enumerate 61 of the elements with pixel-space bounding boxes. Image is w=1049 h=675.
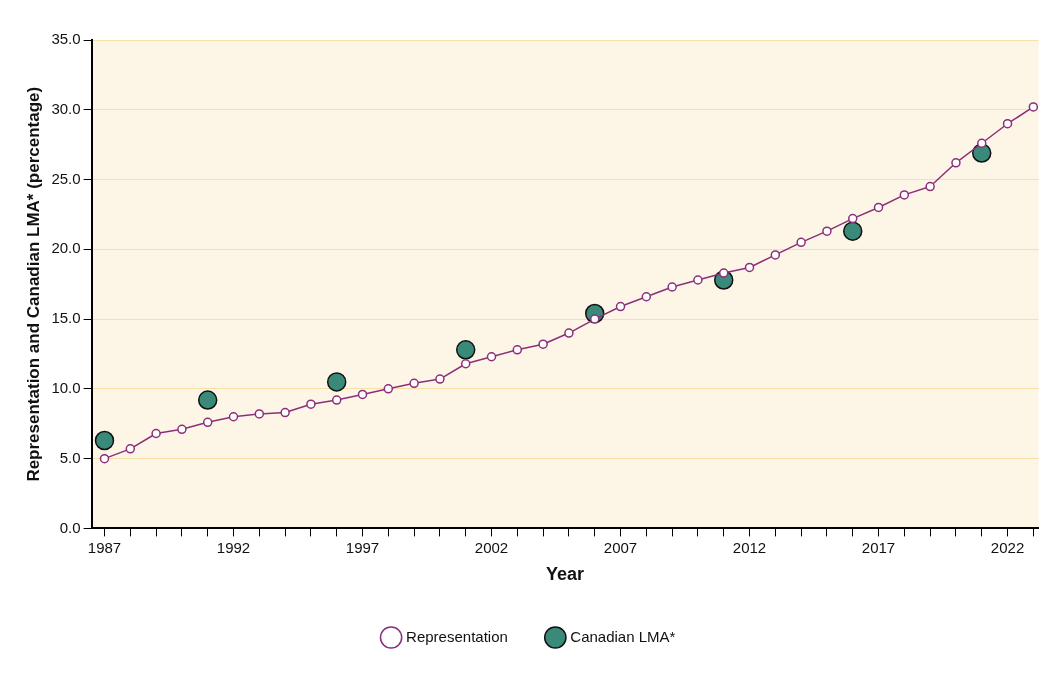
point <box>197 390 218 410</box>
point <box>177 424 187 435</box>
point <box>693 275 703 285</box>
legend-label: Canadian LMA* <box>570 627 676 645</box>
point <box>873 202 884 213</box>
point <box>455 340 476 360</box>
point <box>744 262 755 273</box>
point <box>822 226 832 236</box>
x-tick-label: 2012 <box>732 538 767 556</box>
x-tick-label: 2022 <box>990 538 1025 556</box>
y-tick-label: 0.0 <box>59 518 81 536</box>
point <box>331 395 342 405</box>
point <box>976 138 987 149</box>
point <box>435 374 445 384</box>
point <box>770 250 781 260</box>
point <box>228 412 239 422</box>
x-tick-label: 2007 <box>603 538 638 556</box>
point <box>125 444 136 454</box>
point <box>254 409 265 419</box>
point <box>99 453 110 464</box>
point <box>280 407 290 418</box>
y-tick-label: 5.0 <box>59 448 81 466</box>
point <box>460 358 471 369</box>
x-tick-label: 1992 <box>216 538 251 556</box>
legend-label: Representation <box>406 627 508 645</box>
point <box>202 417 213 428</box>
point <box>951 158 961 168</box>
point <box>326 372 347 392</box>
point <box>538 339 548 349</box>
x-tick-label: 2017 <box>861 538 896 556</box>
point <box>357 389 368 400</box>
y-tick-label: 15.0 <box>51 309 81 327</box>
point <box>1028 102 1039 112</box>
x-tick-label: 2002 <box>474 538 509 556</box>
x-tick-label: 1997 <box>345 538 380 556</box>
point <box>667 282 677 292</box>
point <box>615 301 626 312</box>
point <box>847 213 858 224</box>
point <box>1002 118 1013 129</box>
x-axis-title: Year <box>546 564 585 585</box>
point <box>925 181 935 192</box>
point <box>564 328 574 338</box>
point <box>842 221 863 241</box>
point <box>796 237 806 248</box>
y-tick-label: 35.0 <box>51 30 81 48</box>
point <box>383 384 394 394</box>
point <box>94 430 115 451</box>
point <box>486 352 497 362</box>
point <box>512 345 523 355</box>
y-tick-label: 30.0 <box>51 99 81 117</box>
point <box>718 268 729 278</box>
point <box>151 428 161 439</box>
point <box>409 378 419 389</box>
point <box>641 292 652 302</box>
y-tick-label: 10.0 <box>51 379 81 396</box>
x-tick-label: 1987 <box>87 538 122 556</box>
y-tick-label: 20.0 <box>51 239 81 257</box>
y-axis-title: Representation and Canadian LMA* (percentage) <box>23 86 43 482</box>
point <box>306 399 316 409</box>
y-tick-label: 25.0 <box>51 169 81 187</box>
point <box>899 190 910 200</box>
